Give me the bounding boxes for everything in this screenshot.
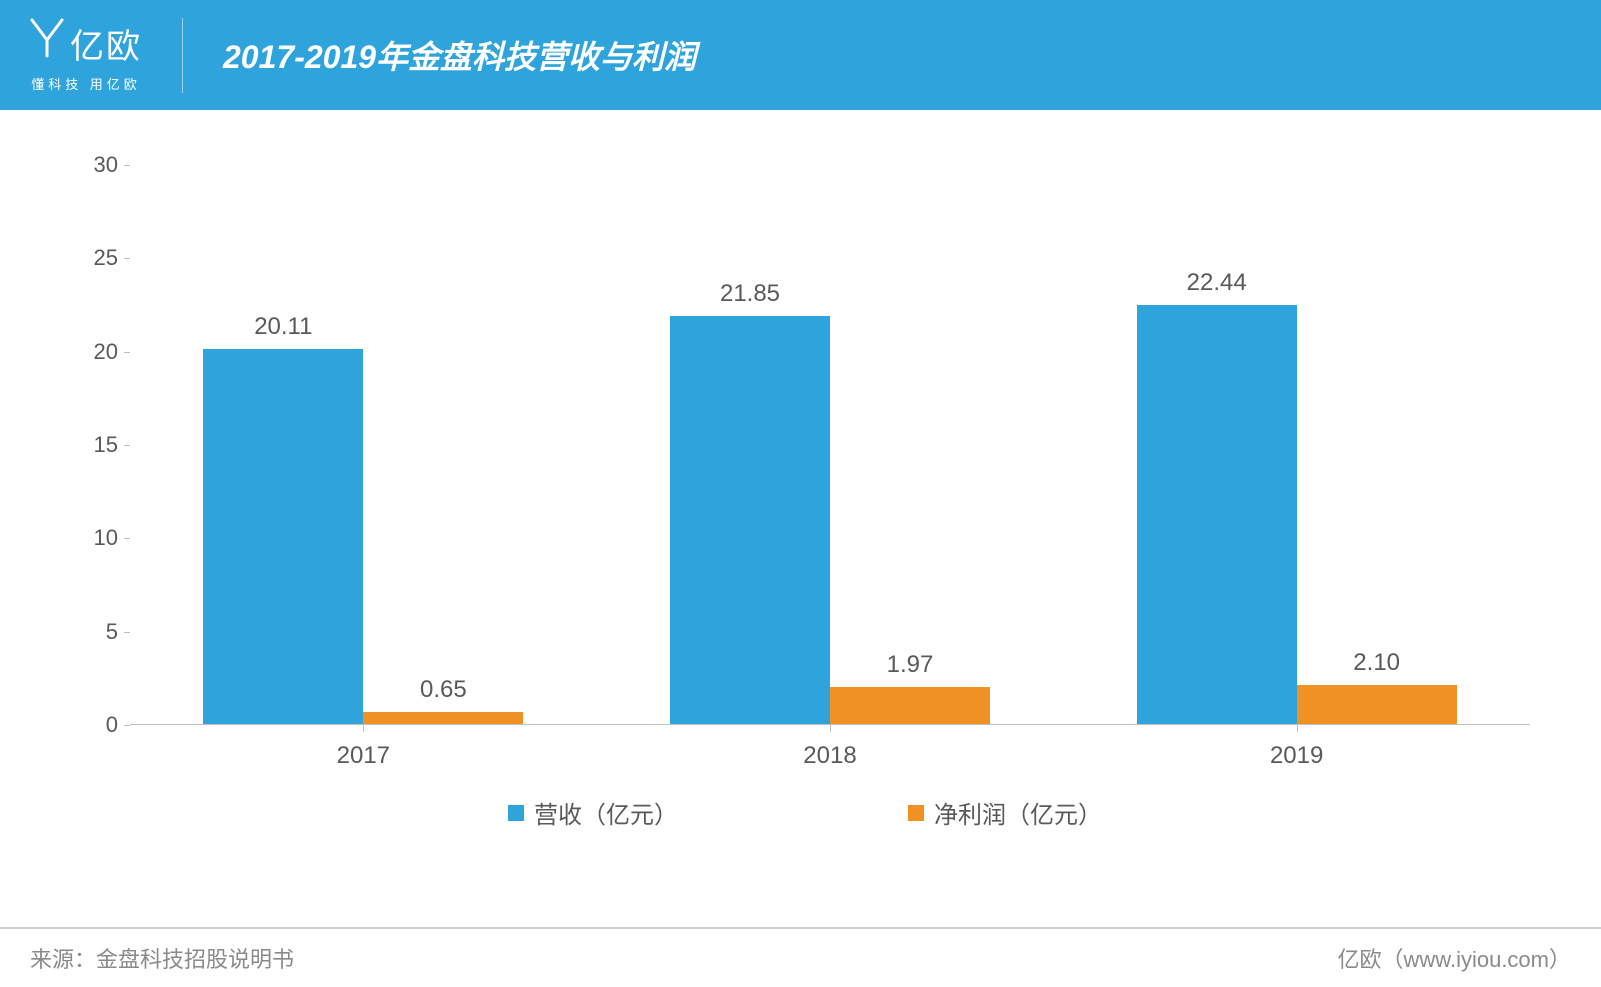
legend-swatch: [508, 805, 524, 821]
bar-value-label: 22.44: [1137, 269, 1297, 297]
bar-value-label: 2.10: [1297, 649, 1457, 677]
bar: 21.85: [670, 316, 830, 724]
legend: 营收（亿元） 净利润（亿元）: [75, 795, 1535, 830]
y-tick-label: 0: [78, 712, 118, 738]
y-tick-label: 20: [78, 339, 118, 365]
chart-title: 2017-2019年金盘科技营收与利润: [223, 32, 696, 78]
bar-value-label: 1.97: [830, 651, 990, 679]
y-tick-label: 15: [78, 432, 118, 458]
y-tick-label: 25: [78, 245, 118, 271]
y-tick-label: 10: [78, 525, 118, 551]
y-tick-label: 5: [78, 619, 118, 645]
bar-value-label: 21.85: [670, 280, 830, 308]
x-tick-label: 2019: [1137, 742, 1457, 770]
bar: 1.97: [830, 687, 990, 724]
source-label: 来源：金盘科技招股说明书: [30, 942, 294, 974]
brand-logo: 亿欧 懂科技 用亿欧: [30, 18, 183, 93]
bar-value-label: 20.11: [203, 313, 363, 341]
attribution-label: 亿欧（www.iyiou.com）: [1338, 942, 1571, 974]
brand-icon: [30, 18, 64, 58]
legend-label: 营收（亿元）: [534, 795, 678, 830]
legend-swatch: [908, 805, 924, 821]
brand-tagline: 懂科技 用亿欧: [31, 74, 141, 93]
bar: 22.44: [1137, 305, 1297, 724]
plot-area: 051015202530201720.110.65201821.851.9720…: [130, 165, 1530, 725]
chart: 051015202530201720.110.65201821.851.9720…: [75, 155, 1535, 785]
brand-name: 亿欧: [70, 19, 142, 68]
legend-item: 净利润（亿元）: [908, 795, 1102, 830]
x-tick-label: 2017: [203, 742, 523, 770]
bar: 0.65: [363, 712, 523, 724]
y-tick-label: 30: [78, 152, 118, 178]
bar: 20.11: [203, 349, 363, 724]
footer: 来源：金盘科技招股说明书 亿欧（www.iyiou.com）: [0, 927, 1601, 987]
legend-label: 净利润（亿元）: [934, 795, 1102, 830]
bar-value-label: 0.65: [363, 676, 523, 704]
legend-item: 营收（亿元）: [508, 795, 678, 830]
bar: 2.10: [1297, 685, 1457, 724]
x-tick-label: 2018: [670, 742, 990, 770]
header: 亿欧 懂科技 用亿欧 2017-2019年金盘科技营收与利润: [0, 0, 1601, 110]
